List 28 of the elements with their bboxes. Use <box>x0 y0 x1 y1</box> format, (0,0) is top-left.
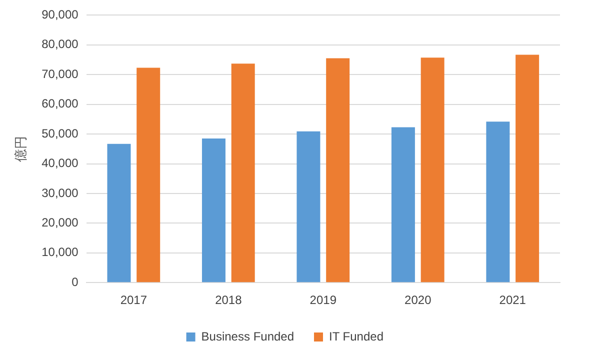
y-tick-label: 30,000 <box>42 186 79 200</box>
x-tick-label: 2017 <box>120 293 148 308</box>
y-tick-label: 70,000 <box>42 66 79 81</box>
bar <box>202 138 226 282</box>
y-tick-label: 20,000 <box>42 215 79 230</box>
legend-label: IT Funded <box>329 329 384 344</box>
bar <box>136 68 160 282</box>
bar <box>326 58 350 282</box>
y-tick-label: 80,000 <box>42 37 79 52</box>
x-tick-label: 2018 <box>215 293 242 308</box>
x-tick-label: 2020 <box>404 293 432 308</box>
bar <box>296 131 320 282</box>
y-tick-label: 40,000 <box>42 156 79 170</box>
bar <box>486 122 510 282</box>
y-tick-label: 60,000 <box>42 96 79 111</box>
y-axis-title: 億円 <box>14 136 30 162</box>
y-tick-label: 0 <box>72 274 79 289</box>
y-tick-label: 10,000 <box>42 245 79 260</box>
x-tick-label: 2019 <box>310 293 337 308</box>
bar <box>516 54 540 282</box>
y-tick-label: 90,000 <box>42 8 79 22</box>
legend-label: Business Funded <box>201 329 294 344</box>
x-tick-label: 2021 <box>499 293 526 308</box>
bar <box>391 127 415 282</box>
bar <box>420 58 444 282</box>
bar <box>231 64 255 282</box>
y-tick-label: 50,000 <box>42 126 79 140</box>
bar <box>107 144 131 282</box>
